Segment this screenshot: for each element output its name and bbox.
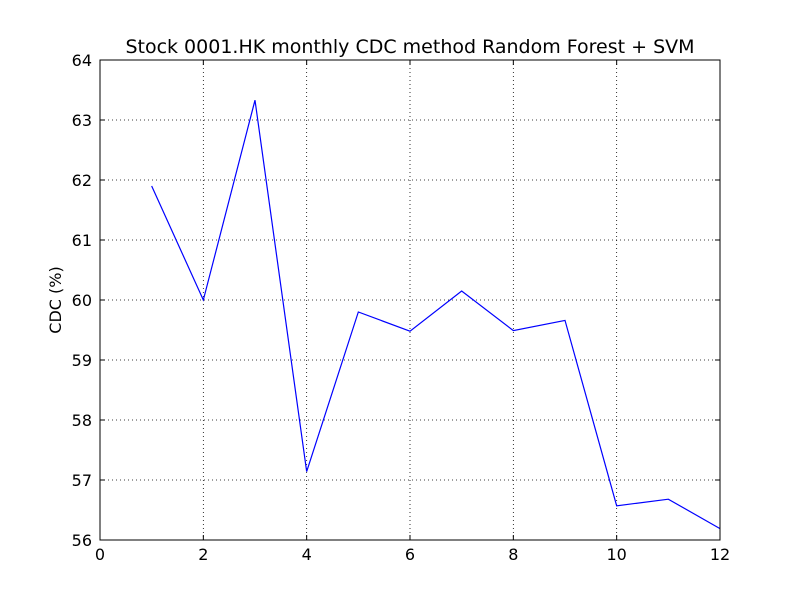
x-tick-label: 4 [302, 545, 312, 564]
y-tick-label: 62 [72, 171, 92, 190]
x-tick-label: 12 [710, 545, 730, 564]
y-tick-label: 60 [72, 291, 92, 310]
x-tick-label: 2 [198, 545, 208, 564]
y-tick-label: 61 [72, 231, 92, 250]
x-tick-label: 10 [606, 545, 626, 564]
x-tick-labels: 0 2 4 6 8 10 12 [95, 545, 730, 564]
y-tick-label: 63 [72, 111, 92, 130]
y-tick-label: 64 [72, 51, 92, 70]
chart-title: Stock 0001.HK monthly CDC method Random … [125, 36, 694, 58]
grid-lines [99, 59, 721, 541]
y-tick-label: 56 [72, 531, 92, 550]
tick-marks [99, 59, 721, 541]
y-axis-label: CDC (%) [46, 266, 65, 333]
x-tick-label: 8 [508, 545, 518, 564]
series-layer [151, 100, 721, 530]
y-tick-label: 59 [72, 351, 92, 370]
x-tick-label: 0 [95, 545, 105, 564]
y-tick-label: 58 [72, 411, 92, 430]
x-tick-label: 6 [405, 545, 415, 564]
series-line-0 [151, 100, 721, 530]
y-tick-label: 57 [72, 471, 92, 490]
y-tick-labels: 56 57 58 59 60 61 62 63 64 [72, 51, 92, 550]
